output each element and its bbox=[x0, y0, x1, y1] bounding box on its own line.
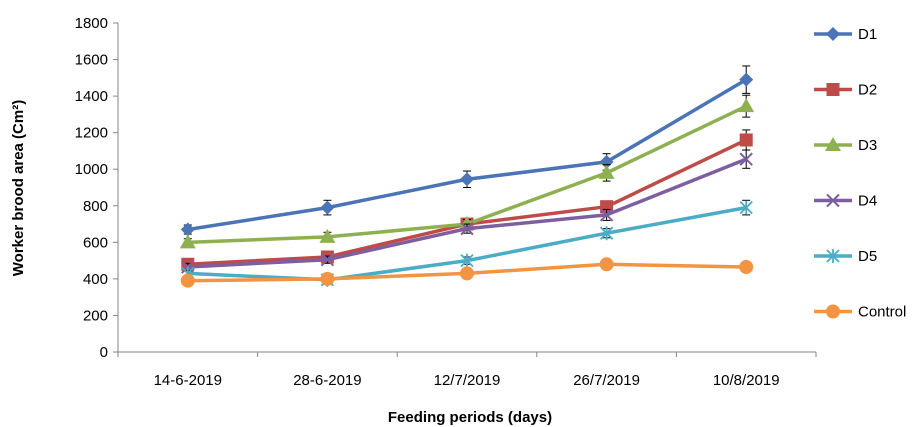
data-point bbox=[739, 72, 754, 87]
data-point bbox=[180, 273, 195, 288]
legend: D1 D2 D3 D4 D5 Control bbox=[814, 26, 906, 321]
y-tick-label: 0 bbox=[100, 344, 108, 361]
data-point bbox=[599, 257, 614, 272]
y-tick-label: 1400 bbox=[75, 88, 108, 105]
data-point bbox=[600, 200, 614, 214]
data-point bbox=[739, 260, 754, 275]
x-tick-label: 12/7/2019 bbox=[434, 372, 501, 389]
x-tick-label: 10/8/2019 bbox=[713, 372, 780, 389]
legend-marker bbox=[826, 83, 840, 96]
legend-item-d3: D3 bbox=[814, 137, 877, 154]
series-d2 bbox=[181, 129, 753, 271]
x-tick-label: 26/7/2019 bbox=[573, 372, 640, 389]
series-control bbox=[180, 257, 754, 288]
series-layer bbox=[179, 65, 755, 288]
y-axis-title: Worker brood area (Cm²) bbox=[10, 100, 27, 276]
legend-item-d2: D2 bbox=[814, 82, 877, 99]
y-tick-label: 1200 bbox=[75, 125, 108, 142]
y-tick-label: 1600 bbox=[75, 52, 108, 69]
legend-item-d5: D5 bbox=[814, 248, 877, 265]
axes bbox=[113, 22, 817, 357]
data-point bbox=[599, 226, 614, 241]
legend-label: D5 bbox=[858, 248, 877, 265]
data-point bbox=[179, 234, 196, 249]
legend-label: Control bbox=[858, 304, 906, 321]
data-point bbox=[180, 222, 195, 237]
data-point bbox=[320, 200, 335, 215]
legend-label: D1 bbox=[858, 26, 877, 43]
series-d1 bbox=[180, 65, 754, 237]
legend-item-d1: D1 bbox=[814, 26, 877, 43]
data-point bbox=[460, 266, 474, 281]
data-point bbox=[319, 228, 336, 243]
legend-label: D2 bbox=[858, 82, 877, 99]
legend-marker bbox=[826, 193, 840, 208]
y-tick-label: 1800 bbox=[75, 15, 108, 32]
legend-label: D4 bbox=[858, 193, 877, 210]
data-point bbox=[739, 200, 753, 215]
legend-marker bbox=[826, 304, 840, 319]
y-axis-tick-labels: 0 200 400 600 800 1000 1200 1400 1600 1800 bbox=[75, 15, 108, 361]
x-tick-label: 28-6-2019 bbox=[293, 372, 361, 389]
x-tick-label: 14-6-2019 bbox=[154, 372, 222, 389]
data-point bbox=[320, 271, 335, 286]
y-tick-label: 600 bbox=[83, 234, 108, 251]
data-point bbox=[460, 172, 474, 187]
data-point bbox=[320, 252, 335, 267]
data-point bbox=[460, 253, 474, 268]
legend-item-control: Control bbox=[814, 304, 906, 321]
data-point bbox=[460, 221, 474, 236]
y-tick-label: 800 bbox=[83, 198, 108, 215]
y-tick-label: 1000 bbox=[75, 161, 108, 178]
data-point bbox=[738, 98, 755, 113]
y-tick-label: 400 bbox=[83, 271, 108, 288]
legend-marker bbox=[826, 249, 840, 263]
data-point bbox=[739, 152, 753, 166]
legend-item-d4: D4 bbox=[814, 193, 877, 210]
data-point bbox=[599, 208, 614, 222]
legend-marker bbox=[825, 137, 841, 151]
series-line bbox=[187, 78, 748, 232]
data-point bbox=[598, 164, 615, 179]
legend-label: D3 bbox=[858, 137, 877, 154]
x-axis-tick-labels: 14-6-2019 28-6-2019 12/7/2019 26/7/2019 10/8… bbox=[154, 372, 780, 389]
series-line bbox=[187, 138, 747, 267]
data-point bbox=[739, 133, 753, 147]
legend-marker bbox=[826, 27, 840, 41]
y-tick-label: 200 bbox=[83, 307, 108, 324]
x-axis-title: Feeding periods (days) bbox=[388, 409, 552, 426]
data-point bbox=[599, 154, 614, 169]
